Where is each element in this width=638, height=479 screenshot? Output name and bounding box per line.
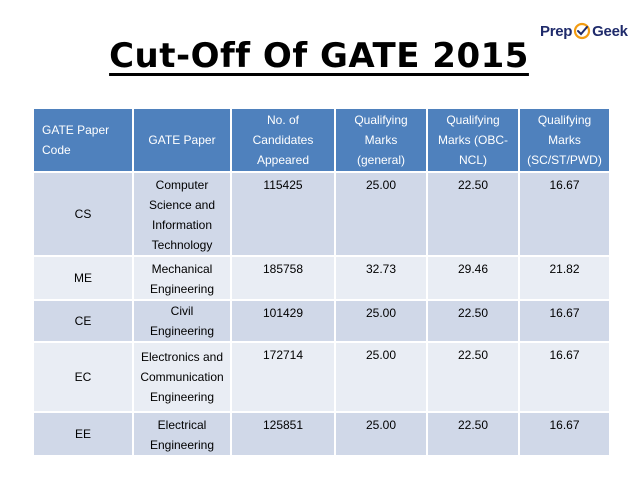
- logo-text-geek: Geek: [592, 22, 628, 40]
- cell-obc: 22.50: [426, 341, 520, 413]
- cell-candidates: 115425: [230, 171, 336, 257]
- cell-general: 25.00: [334, 341, 428, 413]
- cell-sc: 16.67: [518, 299, 611, 343]
- cell-paper: Computer Science and Information Technol…: [132, 171, 232, 257]
- cell-obc: 22.50: [426, 299, 520, 343]
- header-qual-obc: Qualifying Marks (OBC-NCL): [426, 107, 520, 173]
- header-qual-sc: Qualifying Marks (SC/ST/PWD): [518, 107, 611, 173]
- cell-candidates: 172714: [230, 341, 336, 413]
- page-title: Cut-Off Of GATE 2015: [0, 36, 638, 76]
- header-candidates: No. of Candidates Appeared: [230, 107, 336, 173]
- cell-paper: Mechanical Engineering: [132, 255, 232, 301]
- cell-sc: 21.82: [518, 255, 611, 301]
- cell-sc: 16.67: [518, 341, 611, 413]
- cell-general: 25.00: [334, 171, 428, 257]
- logo-mark-icon: [574, 22, 591, 40]
- cell-paper: Electrical Engineering: [132, 411, 232, 457]
- page-title-text: Cut-Off Of GATE 2015: [109, 36, 529, 76]
- cell-candidates: 125851: [230, 411, 336, 457]
- table-row: CS Computer Science and Information Tech…: [32, 171, 611, 257]
- cell-code: ME: [32, 255, 134, 301]
- cell-code: EC: [32, 341, 134, 413]
- cell-code: CE: [32, 299, 134, 343]
- cell-general: 25.00: [334, 299, 428, 343]
- cell-candidates: 185758: [230, 255, 336, 301]
- cell-paper: Civil Engineering: [132, 299, 232, 343]
- header-paper-code: GATE Paper Code: [32, 107, 134, 173]
- table-header-row: GATE Paper Code GATE Paper No. of Candid…: [32, 107, 611, 173]
- table-row: CE Civil Engineering 101429 25.00 22.50 …: [32, 299, 611, 343]
- cell-obc: 22.50: [426, 171, 520, 257]
- cutoff-table: GATE Paper Code GATE Paper No. of Candid…: [32, 107, 611, 457]
- table-row: ME Mechanical Engineering 185758 32.73 2…: [32, 255, 611, 301]
- header-qual-general: Qualifying Marks (general): [334, 107, 428, 173]
- cell-candidates: 101429: [230, 299, 336, 343]
- header-paper: GATE Paper: [132, 107, 232, 173]
- prepgeek-logo: Prep Geek: [540, 18, 628, 44]
- table-row: EC Electronics and Communication Enginee…: [32, 341, 611, 413]
- cell-sc: 16.67: [518, 411, 611, 457]
- cell-general: 32.73: [334, 255, 428, 301]
- cell-code: EE: [32, 411, 134, 457]
- cell-obc: 29.46: [426, 255, 520, 301]
- cell-general: 25.00: [334, 411, 428, 457]
- table-row: EE Electrical Engineering 125851 25.00 2…: [32, 411, 611, 457]
- logo-text-prep: Prep: [540, 22, 573, 40]
- cell-obc: 22.50: [426, 411, 520, 457]
- cell-paper: Electronics and Communication Engineerin…: [132, 341, 232, 413]
- cell-sc: 16.67: [518, 171, 611, 257]
- cell-code: CS: [32, 171, 134, 257]
